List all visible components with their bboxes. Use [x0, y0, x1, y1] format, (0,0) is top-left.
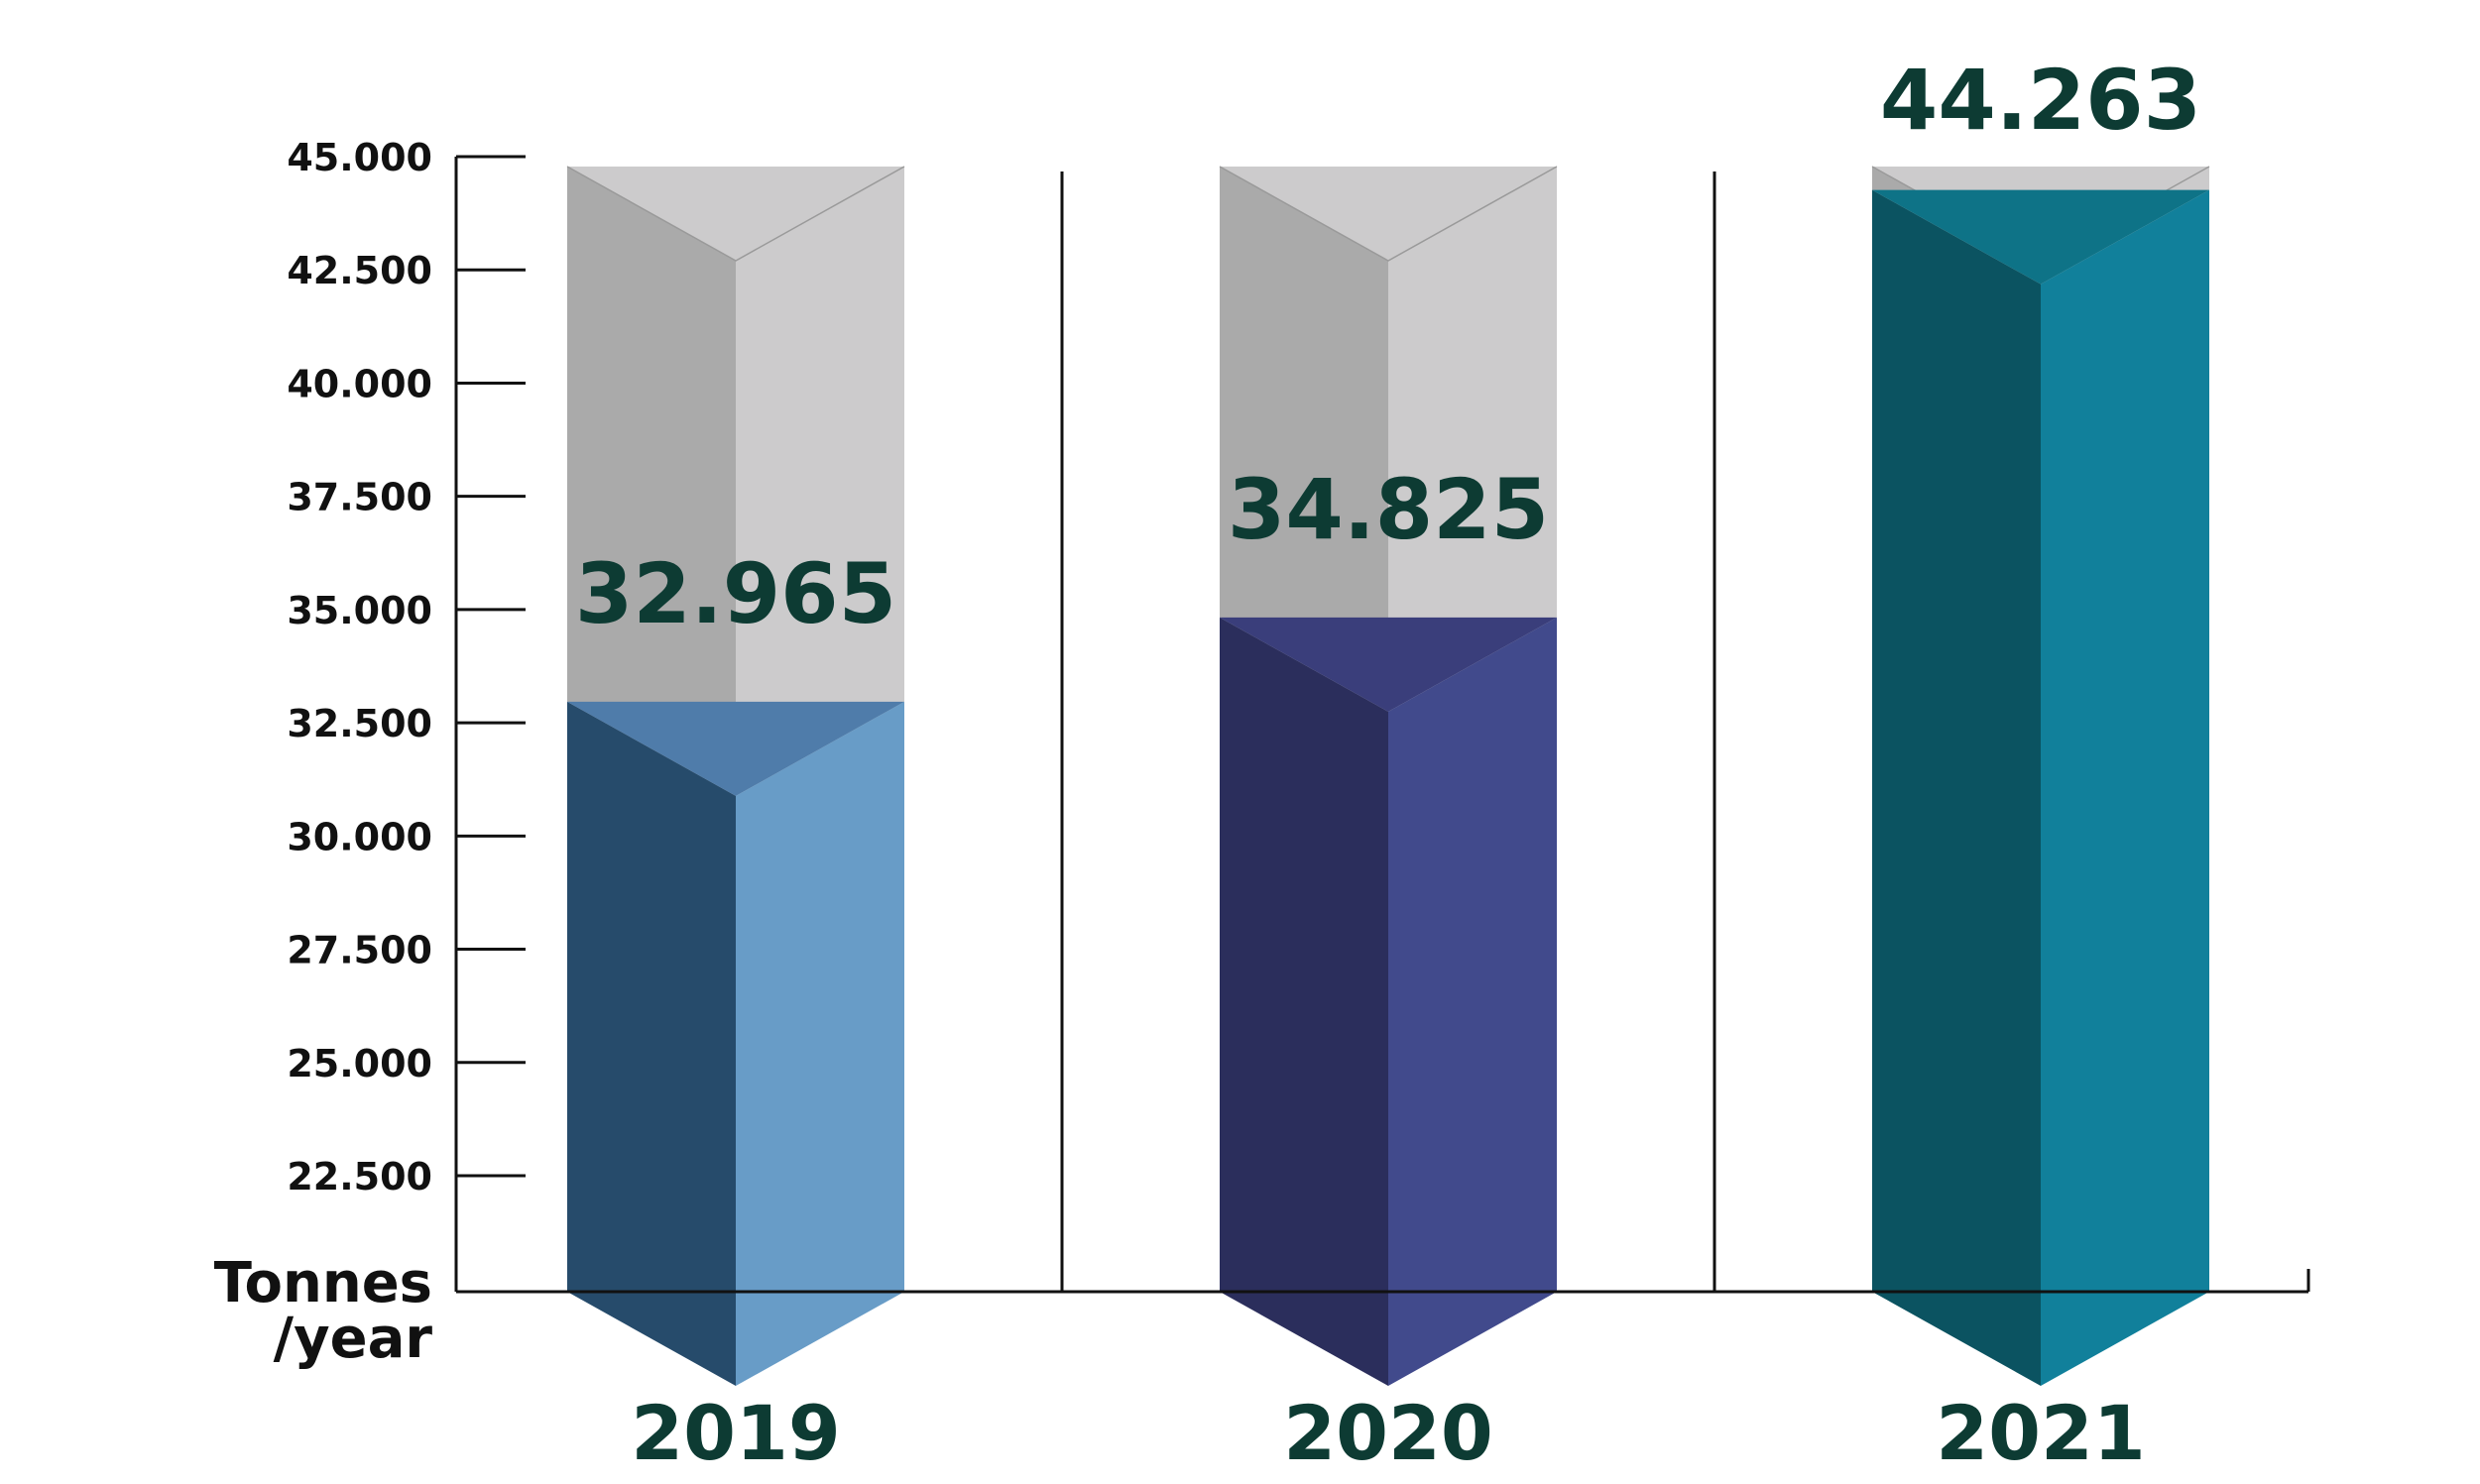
y-tick-label: 37.500 [287, 476, 432, 519]
y-tick-label: 27.500 [287, 929, 432, 972]
bar-background-edge [1219, 166, 1558, 262]
y-axis-unit-label: Tonnes [214, 1251, 432, 1315]
bar-value-left-face [567, 701, 736, 1386]
y-tick-label: 25.000 [287, 1042, 432, 1085]
bars-layer [566, 166, 2210, 1386]
bar-2019 [566, 166, 905, 1386]
y-tick-label: 42.500 [287, 249, 432, 292]
bar-background-top-face [1220, 167, 1557, 261]
labels-layer: 32.965 2019 34.825 2020 44.263 2021 22.500 25.0… [214, 52, 2201, 1477]
bar-value-left-face [1220, 617, 1388, 1386]
y-tick-label: 40.000 [287, 362, 432, 405]
bar-value-right-face [736, 701, 904, 1386]
bar-background-left-face [567, 167, 736, 796]
y-tick-label: 32.500 [287, 702, 432, 745]
bar-background-edge [566, 166, 905, 262]
value-label-2019: 32.965 [575, 545, 896, 642]
y-tick-label: 30.000 [287, 815, 432, 858]
bar-2021 [1871, 166, 2210, 1386]
bar-background-top-face [567, 167, 904, 261]
bar-value-left-face [1872, 189, 2041, 1386]
axis-layer [454, 155, 2310, 1294]
value-label-2020: 34.825 [1228, 461, 1549, 558]
category-label-2021: 2021 [1936, 1389, 2146, 1477]
bar-2020 [1219, 166, 1558, 1386]
value-label-2021: 44.263 [1880, 52, 2201, 149]
category-label-2020: 2020 [1283, 1389, 1493, 1477]
y-tick-label: 22.500 [287, 1155, 432, 1199]
bar-value-top-face [1220, 617, 1557, 712]
y-axis-unit-label: /year [274, 1307, 433, 1371]
bar-value-right-face [2041, 189, 2209, 1386]
bar-value-top-face [567, 701, 904, 796]
y-tick-label: 35.000 [287, 589, 432, 632]
bar-value-right-face [1388, 617, 1557, 1386]
category-label-2019: 2019 [631, 1389, 841, 1477]
bar-background-right-face [736, 167, 904, 796]
bar-background-left-face [1220, 167, 1388, 712]
y-tick-label: 45.000 [287, 136, 432, 179]
bar-background-right-face [1388, 167, 1557, 712]
bar-value-top-face [1872, 189, 2209, 285]
